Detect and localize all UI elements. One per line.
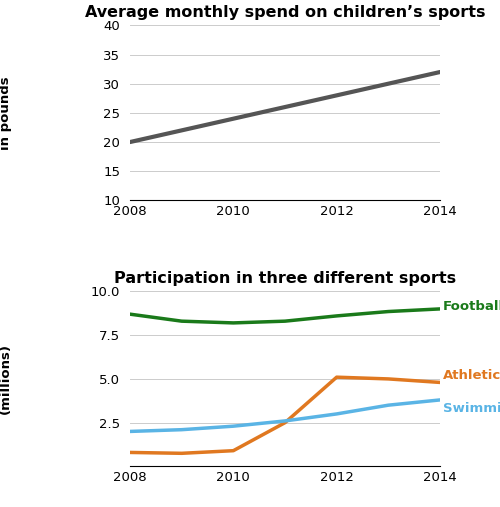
Title: Average monthly spend on children’s sports: Average monthly spend on children’s spor… <box>85 5 485 20</box>
Text: Football: Football <box>443 300 500 313</box>
Text: Swimming: Swimming <box>443 402 500 415</box>
Y-axis label: Spending
in pounds: Spending in pounds <box>0 76 12 150</box>
Y-axis label: Number of
children
(millions): Number of children (millions) <box>0 339 12 419</box>
Title: Participation in three different sports: Participation in three different sports <box>114 271 456 286</box>
Text: Athletics: Athletics <box>443 369 500 382</box>
